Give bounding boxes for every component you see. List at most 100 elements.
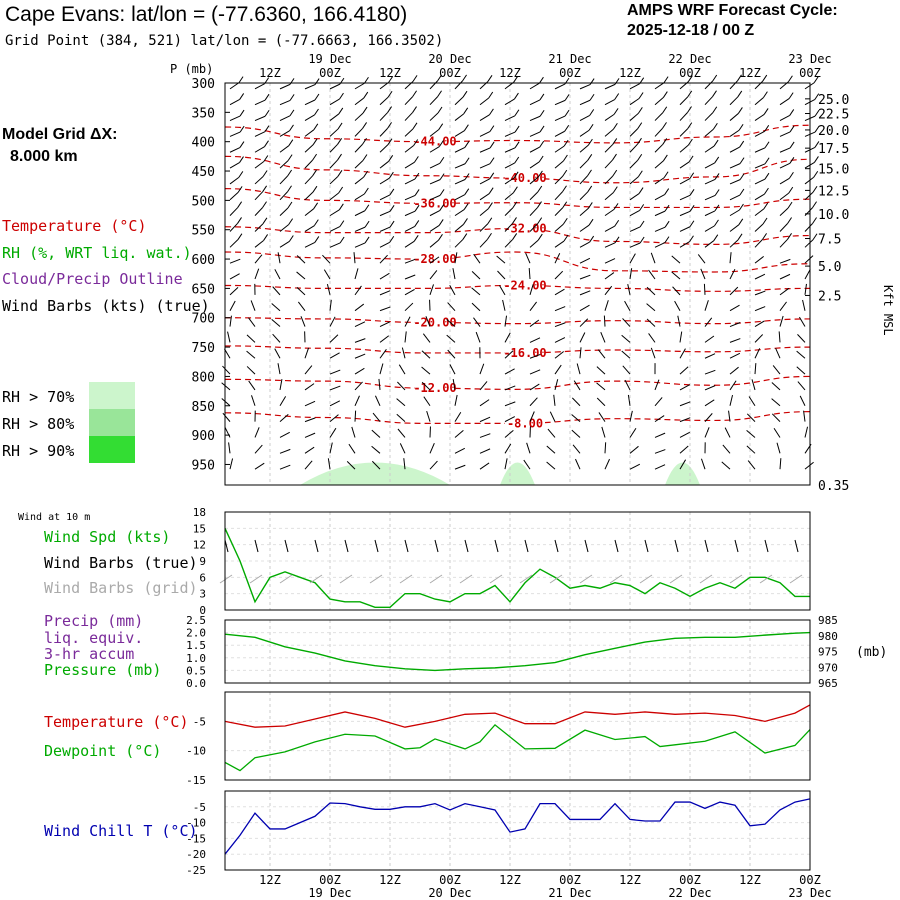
- wind-barb-332: [729, 286, 739, 296]
- pressure-tick-6: 600: [192, 253, 215, 268]
- wind-barb-386: [272, 333, 281, 343]
- wind-barb-158: [579, 175, 588, 185]
- wind-barb-127: [404, 161, 415, 169]
- wind-barb-185: [654, 194, 665, 201]
- wind-barb-flag-87: [612, 122, 618, 130]
- wind-barb-flag-94: [789, 125, 795, 133]
- wind-barb-flag-244: [339, 236, 345, 244]
- wind-barb-flag-54: [387, 106, 392, 113]
- wind-barb-flag-93: [764, 124, 770, 132]
- wind-barb-flag-222: [389, 220, 395, 228]
- wind-barb-flag-5: [364, 76, 369, 84]
- wind-barb-flag-18: [687, 75, 693, 82]
- wind-barb-140: [729, 163, 741, 169]
- wind-barb-590: [575, 458, 581, 470]
- wind-barb-405: [754, 334, 764, 343]
- wind-barb-255: [604, 242, 616, 248]
- wind-barb-flag-33: [462, 90, 468, 98]
- wind-barb-371: [504, 315, 508, 327]
- wind-barb-flag-90: [687, 122, 693, 129]
- wind-barb-457: [248, 380, 256, 391]
- wind-barb-475: [704, 385, 716, 391]
- wind-barb-352: [624, 300, 631, 311]
- wind-barb-flag-6: [388, 75, 394, 83]
- wind-barb-flag-77: [362, 122, 368, 129]
- wind-barb-91: [704, 128, 714, 137]
- wind-barb-flag-203: [512, 201, 518, 209]
- wind-barb-flag-62: [589, 109, 595, 116]
- wind-barb-50: [279, 115, 291, 122]
- rh70-swatch: [89, 382, 135, 409]
- wind-barb-539: [504, 429, 514, 438]
- wind-barb-111: [604, 144, 614, 153]
- wind-barb-325: [554, 288, 565, 296]
- legend-wind-barbs-grid: Wind Barbs (grid): [44, 579, 198, 597]
- wind-barb-130: [479, 163, 491, 169]
- wind-barb-285: [754, 256, 764, 264]
- top-time-label-2: 12Z: [379, 66, 401, 80]
- surface-barb-32: [704, 539, 709, 553]
- wind-barb-570: [679, 445, 689, 454]
- wind-barb-1: [254, 83, 265, 90]
- wind-barb-13: [554, 83, 566, 90]
- pressure-tick-13: 950: [192, 458, 215, 473]
- wind-barb-266: [277, 252, 281, 264]
- wind-barb-234: [679, 226, 691, 232]
- wind-speed-line: [224, 528, 810, 608]
- wind-barb-flag-185: [664, 188, 670, 195]
- wind-barb-448: [622, 365, 631, 375]
- wind-barb-527: [803, 410, 806, 422]
- wind-barb-413: [354, 353, 366, 359]
- grid-barb-36: [759, 574, 773, 584]
- wind-barb-512: [426, 410, 431, 422]
- wind-barb-114: [679, 144, 689, 153]
- wind-barb-129: [454, 163, 466, 169]
- wind-barb-315: [296, 286, 306, 296]
- temp-contour-label-7: -16.00: [503, 346, 546, 360]
- grid-barb-12: [399, 574, 413, 584]
- wind-barb-559: [399, 443, 406, 454]
- wind-barb-486: [374, 395, 381, 406]
- wind-barb-301: [554, 270, 564, 280]
- wind-barb-flag-57: [463, 107, 469, 115]
- wind-barb-562: [479, 448, 491, 454]
- wind-barb-flag-85: [564, 124, 570, 132]
- wind-barb-flag-41: [662, 91, 668, 98]
- wind-barb-flag-139: [714, 156, 720, 164]
- wind-barb-136: [629, 159, 639, 169]
- wind-panel-title: Wind at 10 m: [18, 512, 90, 523]
- wind-barb-flag-56: [437, 106, 443, 114]
- wind-barb-flag-143: [814, 156, 819, 163]
- wind-barb-478: [771, 382, 781, 391]
- wind-barb-87: [604, 128, 614, 137]
- wind-barb-236: [729, 224, 740, 232]
- wind-barb-flag-237: [762, 217, 768, 225]
- wind-barb-597: [747, 460, 756, 470]
- temp-contour-label-2: -36.00: [413, 196, 456, 210]
- top-time-label-1: 00Z: [319, 66, 341, 80]
- wind-barb-235: [704, 225, 715, 232]
- surface-barb-2: [254, 539, 259, 553]
- wind-barb-194: [279, 207, 289, 216]
- wind-barb-44: [729, 96, 739, 106]
- legend-barbs: Wind Barbs (kts) (true): [2, 297, 210, 315]
- wind-barb-324: [529, 284, 534, 296]
- wind-barb-451: [704, 369, 716, 375]
- wind-barb-72: [229, 131, 241, 137]
- wind-barb-flag-118: [789, 141, 795, 149]
- wind-barb-450: [679, 366, 689, 375]
- wind-barb-flag-199: [414, 204, 420, 212]
- wind-barb-63: [604, 113, 615, 121]
- bottom-date-label-4: 23 Dec: [788, 886, 831, 900]
- wind-barb-80: [429, 129, 439, 137]
- wind-barb-477: [751, 379, 756, 391]
- wind-barb-106: [479, 147, 491, 153]
- wind-barb-89: [654, 128, 663, 137]
- temp-contour-label-9: -8.00: [507, 416, 543, 430]
- wind-barb-591: [604, 458, 610, 470]
- wind-barb-flag-182: [587, 185, 593, 193]
- wind-barb-220: [329, 226, 341, 232]
- wind-barb-flag-42: [687, 90, 693, 98]
- wind-barb-593: [654, 464, 666, 470]
- wind-barb-flag-200: [439, 204, 445, 211]
